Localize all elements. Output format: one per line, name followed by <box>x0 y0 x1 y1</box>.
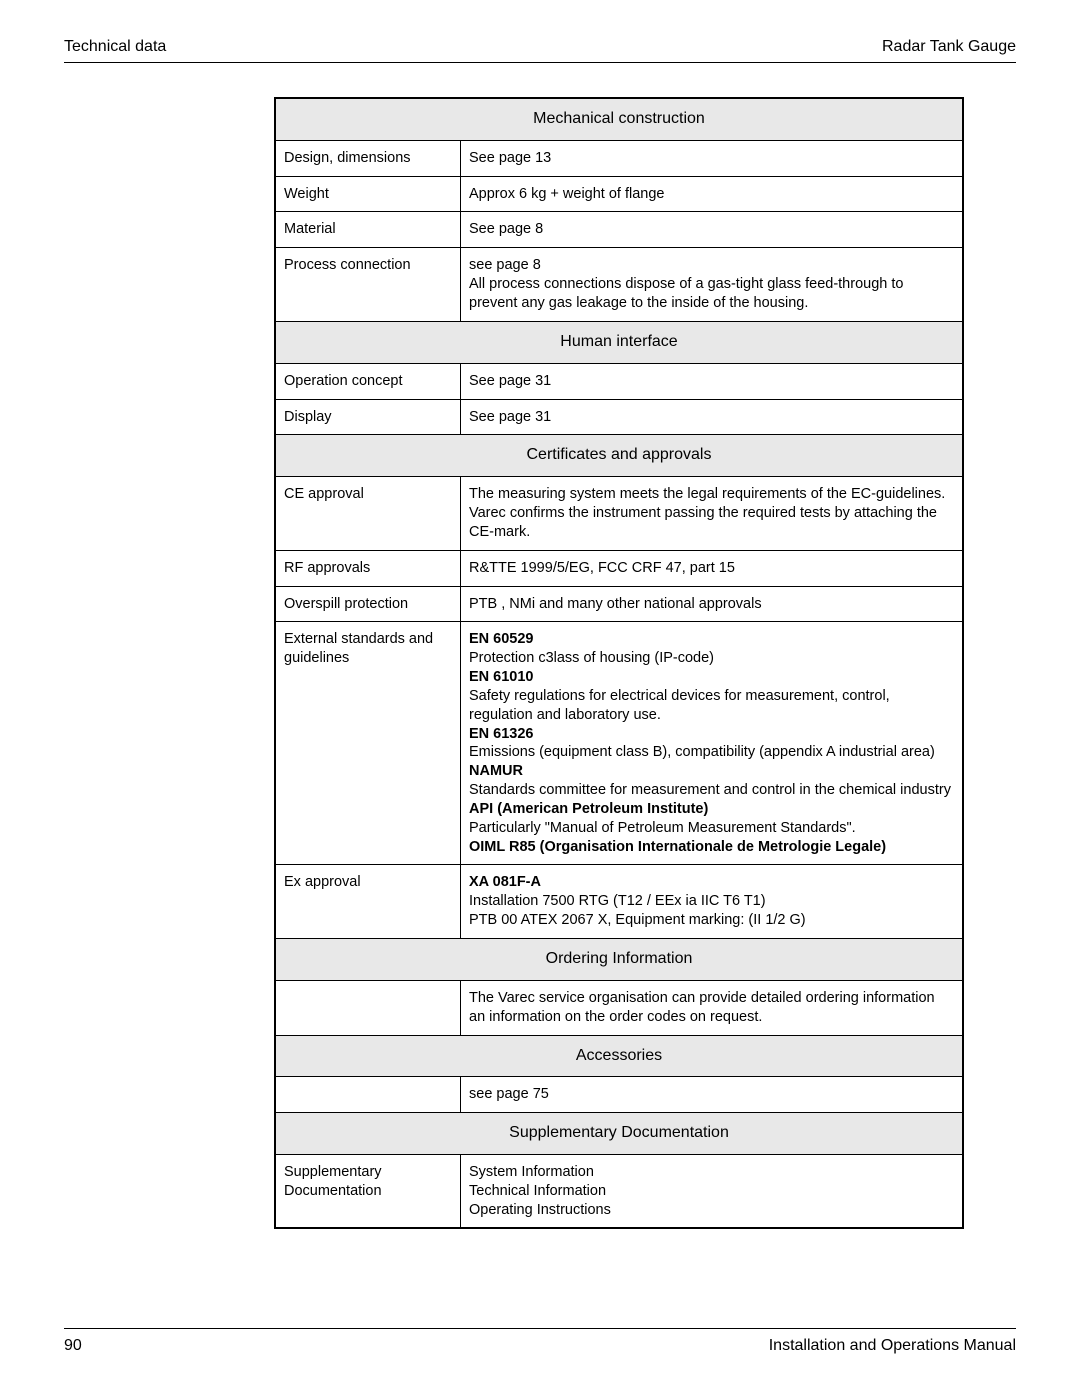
spec-table-container: Mechanical constructionDesign, dimension… <box>274 97 964 1229</box>
table-row: RF approvalsR&TTE 1999/5/EG, FCC CRF 47,… <box>275 550 963 586</box>
row-value: see page 75 <box>461 1077 964 1113</box>
page-number: 90 <box>64 1337 82 1355</box>
section-header: Mechanical construction <box>275 98 963 140</box>
section-header: Human interface <box>275 321 963 363</box>
row-label: Ex approval <box>275 865 461 939</box>
row-label: Supplementary Documentation <box>275 1154 461 1228</box>
row-value: System InformationTechnical InformationO… <box>461 1154 964 1228</box>
row-value: The measuring system meets the legal req… <box>461 477 964 551</box>
row-value: See page 8 <box>461 212 964 248</box>
table-row: Supplementary DocumentationSystem Inform… <box>275 1154 963 1228</box>
table-row: WeightApprox 6 kg + weight of flange <box>275 176 963 212</box>
row-label: External standards and guidelines <box>275 622 461 865</box>
table-row: MaterialSee page 8 <box>275 212 963 248</box>
table-row: Process connectionsee page 8All process … <box>275 248 963 322</box>
section-header: Supplementary Documentation <box>275 1113 963 1155</box>
page: Technical data Radar Tank Gauge Mechanic… <box>0 0 1080 1397</box>
row-label: CE approval <box>275 477 461 551</box>
row-label <box>275 1077 461 1113</box>
section-header: Accessories <box>275 1035 963 1077</box>
page-footer: 90 Installation and Operations Manual <box>64 1328 1016 1355</box>
row-value: EN 60529Protection c3lass of housing (IP… <box>461 622 964 865</box>
table-row: Ex approvalXA 081F-AInstallation 7500 RT… <box>275 865 963 939</box>
row-value: See page 31 <box>461 363 964 399</box>
spec-table: Mechanical constructionDesign, dimension… <box>274 97 964 1229</box>
table-row: Operation conceptSee page 31 <box>275 363 963 399</box>
spec-table-body: Mechanical constructionDesign, dimension… <box>275 98 963 1228</box>
row-value: Approx 6 kg + weight of flange <box>461 176 964 212</box>
table-row: Design, dimensionsSee page 13 <box>275 140 963 176</box>
row-label: Operation concept <box>275 363 461 399</box>
row-label: Overspill protection <box>275 586 461 622</box>
row-label: Display <box>275 399 461 435</box>
row-label: Design, dimensions <box>275 140 461 176</box>
table-row: The Varec service organisation can provi… <box>275 980 963 1035</box>
row-label: Weight <box>275 176 461 212</box>
row-value: see page 8All process connections dispos… <box>461 248 964 322</box>
table-row: CE approvalThe measuring system meets th… <box>275 477 963 551</box>
row-value: See page 13 <box>461 140 964 176</box>
row-value: PTB , NMi and many other national approv… <box>461 586 964 622</box>
table-row: DisplaySee page 31 <box>275 399 963 435</box>
header-left: Technical data <box>64 38 166 56</box>
row-value: The Varec service organisation can provi… <box>461 980 964 1035</box>
row-value: XA 081F-AInstallation 7500 RTG (T12 / EE… <box>461 865 964 939</box>
row-label: Process connection <box>275 248 461 322</box>
table-row: External standards and guidelinesEN 6052… <box>275 622 963 865</box>
footer-line: 90 Installation and Operations Manual <box>64 1328 1016 1355</box>
section-header: Ordering Information <box>275 939 963 981</box>
header-right: Radar Tank Gauge <box>882 38 1016 56</box>
row-label: Material <box>275 212 461 248</box>
footer-right: Installation and Operations Manual <box>769 1337 1016 1355</box>
table-row: Overspill protectionPTB , NMi and many o… <box>275 586 963 622</box>
row-label <box>275 980 461 1035</box>
row-label: RF approvals <box>275 550 461 586</box>
row-value: See page 31 <box>461 399 964 435</box>
table-row: see page 75 <box>275 1077 963 1113</box>
page-header: Technical data Radar Tank Gauge <box>64 38 1016 63</box>
section-header: Certificates and approvals <box>275 435 963 477</box>
row-value: R&TTE 1999/5/EG, FCC CRF 47, part 15 <box>461 550 964 586</box>
